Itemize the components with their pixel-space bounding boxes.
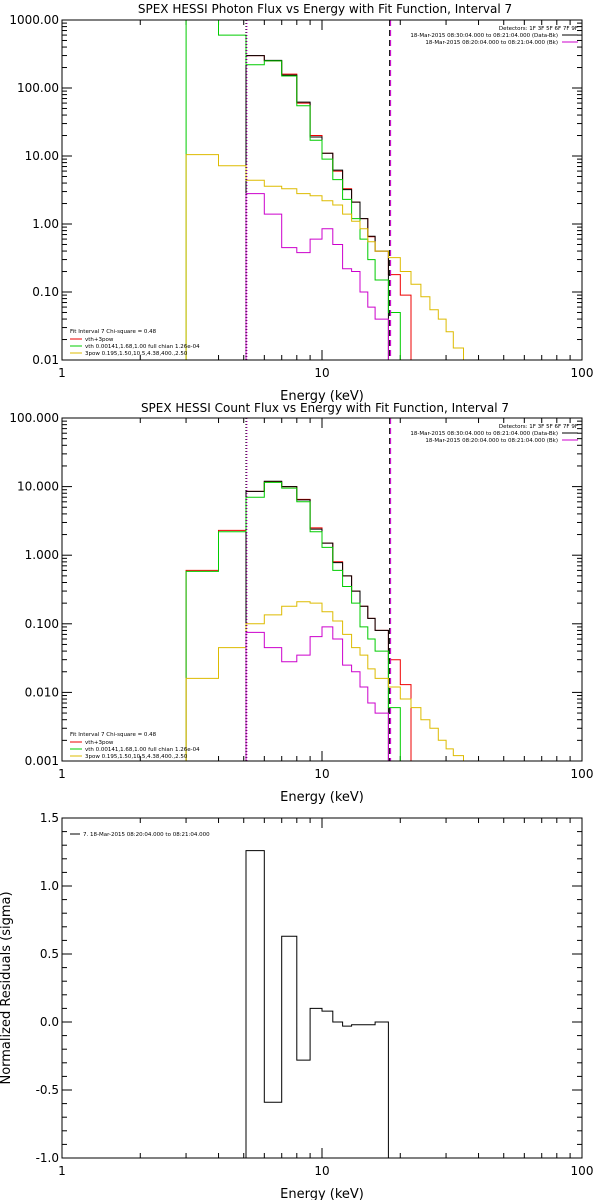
photon-ytick-label: 0.10	[32, 285, 59, 299]
count-fit-total: vth+3pow	[85, 740, 114, 746]
residuals-panel: 1 10 100-1.0-0.50.00.51.01.5 Energy (keV) …	[0, 811, 593, 1200]
photon-ytick-label: 1000.00	[9, 13, 59, 27]
count-legend-data-bk: 18-Mar-2015 08:30:04.000 to 08:21:04.000…	[410, 431, 558, 437]
residuals-series-residuals	[245, 850, 389, 1158]
photon-xtick-label: 10	[314, 366, 329, 380]
photon-fit-header: Fit Interval 7 Chi-square = 0.48	[70, 329, 157, 335]
count-detectors: Detectors: 1F 3F 5F 6F 7F 9F	[499, 424, 578, 430]
count-flux-legend-right: Detectors: 1F 3F 5F 6F 7F 9F 18-Mar-2015…	[410, 424, 578, 444]
photon-series-data	[245, 55, 389, 360]
photon-ytick-label: 0.01	[32, 353, 59, 367]
count-ytick-label: 0.100	[25, 617, 59, 631]
count-series-vth-3pow	[185, 481, 412, 761]
photon-series-vth	[185, 19, 411, 361]
count-fit-header: Fit Interval 7 Chi-square = 0.48	[70, 732, 157, 738]
residuals-xtick-label: 100	[571, 1164, 594, 1178]
count-ytick-label: 100.000	[9, 411, 59, 425]
count-flux-title: SPEX HESSI Count Flux vs Energy with Fit…	[141, 401, 509, 415]
count-fit-3pow: 3pow 0.195,1.50,10.5,4.38,400.,2.50	[85, 754, 188, 760]
count-xtick-label: 10	[314, 767, 329, 781]
photon-flux-legend-left: Fit Interval 7 Chi-square = 0.48 vth+3po…	[70, 329, 200, 357]
photon-flux-legend-right: Detectors: 1F 3F 5F 6F 7F 9F 18-Mar-2015…	[410, 26, 578, 46]
count-flux-panel: SPEX HESSI Count Flux vs Energy with Fit…	[9, 401, 593, 805]
count-flux-legend-left: Fit Interval 7 Chi-square = 0.48 vth+3po…	[70, 732, 200, 760]
photon-series-3pow	[185, 154, 464, 360]
count-xtick-label: 1	[58, 767, 66, 781]
count-series-bk	[245, 626, 389, 761]
count-legend-bk: 18-Mar-2015 08:20:04.000 to 08:21:04.000…	[425, 438, 558, 444]
photon-fit-total: vth+3pow	[85, 337, 114, 343]
count-flux-plot-frame	[61, 417, 583, 762]
photon-ytick-label: 1.00	[32, 217, 59, 231]
residuals-xtick-label: 10	[314, 1164, 329, 1178]
count-ytick-label: 0.001	[25, 754, 59, 768]
photon-xtick-label: 100	[571, 366, 594, 380]
photon-legend-data-bk: 18-Mar-2015 08:30:04.000 to 08:21:04.000…	[410, 33, 558, 39]
photon-fit-vth: vth 0.00141,1.68,1.00 full chian 1.26e-0…	[85, 344, 200, 350]
photon-xtick-label: 1	[58, 366, 66, 380]
photon-series-vth-3pow	[245, 55, 412, 360]
photon-fit-3pow: 3pow 0.195,1.50,10.5,4.38,400.,2.50	[85, 351, 188, 357]
residuals-xlabel: Energy (keV)	[280, 1187, 364, 1200]
residuals-xtick-label: 1	[58, 1164, 66, 1178]
residuals-legend: 7. 18-Mar-2015 08:20:04.000 to 08:21:04.…	[70, 832, 210, 838]
photon-legend-bk: 18-Mar-2015 08:20:04.000 to 08:21:04.000…	[425, 40, 558, 46]
photon-detectors: Detectors: 1F 3F 5F 6F 7F 9F	[499, 26, 578, 32]
photon-ytick-label: 100.00	[17, 81, 59, 95]
count-series-data	[245, 480, 389, 761]
count-fit-vth: vth 0.00141,1.68,1.00 full chian 1.26e-0…	[85, 747, 200, 753]
count-series-vth	[185, 481, 411, 762]
count-ytick-label: 10.000	[17, 480, 59, 494]
count-series-3pow	[185, 601, 464, 761]
residuals-ytick-label: -1.0	[36, 1151, 59, 1165]
residuals-ylabel: Normalized Residuals (sigma)	[0, 891, 14, 1084]
residuals-ytick-label: -0.5	[36, 1083, 59, 1097]
residuals-ytick-label: 0.5	[40, 947, 59, 961]
count-ytick-label: 0.010	[25, 685, 59, 699]
count-xtick-label: 100	[571, 767, 594, 781]
residuals-ytick-label: 1.0	[40, 879, 59, 893]
residuals-plot-frame	[61, 817, 583, 1159]
residuals-ytick-label: 0.0	[40, 1015, 59, 1029]
residuals-legend-text: 7. 18-Mar-2015 08:20:04.000 to 08:21:04.…	[83, 832, 210, 838]
photon-flux-plot-frame	[61, 19, 583, 361]
photon-flux-xlabel: Energy (keV)	[280, 389, 364, 404]
photon-flux-panel: SPEX HESSI Photon Flux vs Energy with Fi…	[9, 2, 593, 404]
photon-ytick-label: 10.00	[25, 149, 59, 163]
count-flux-xlabel: Energy (keV)	[280, 790, 364, 805]
photon-flux-title: SPEX HESSI Photon Flux vs Energy with Fi…	[138, 2, 512, 16]
count-ytick-label: 1.000	[25, 548, 59, 562]
photon-series-bk	[245, 193, 389, 360]
residuals-ytick-label: 1.5	[40, 811, 59, 825]
